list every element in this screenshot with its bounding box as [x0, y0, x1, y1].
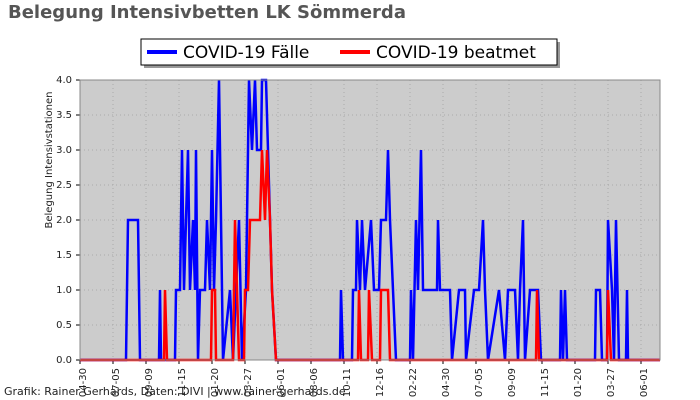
y-tick-label: 1.5: [56, 250, 72, 261]
y-tick-label: 3.5: [56, 110, 72, 121]
x-tick-label: 03-27: [606, 368, 617, 397]
x-tick-label: 04-30: [78, 368, 89, 397]
x-tick-label: 02-22: [408, 368, 419, 397]
legend-label: COVID-19 Fälle: [183, 43, 309, 63]
y-tick-label: 1.0: [56, 285, 72, 296]
x-tick-label: 01-20: [210, 368, 221, 397]
x-tick-label: 12-16: [375, 368, 386, 397]
x-tick-label: 08-06: [309, 368, 320, 397]
plot-frame: [79, 79, 661, 361]
x-tick-label: 06-01: [276, 368, 287, 397]
x-tick-label: 07-05: [111, 368, 122, 397]
x-tick-label: 04-30: [441, 368, 452, 397]
x-tick-label: 11-15: [177, 368, 188, 397]
y-tick-label: 0.5: [56, 320, 72, 331]
y-tick-label: 2.5: [56, 180, 72, 191]
x-tick-label: 09-09: [144, 368, 155, 397]
y-tick-label: 3.0: [56, 145, 72, 156]
credit: Grafik: Rainer Gerhards, Daten: DIVI | w…: [4, 385, 346, 398]
x-tick-label: 09-09: [507, 368, 518, 397]
y-axis-label: Belegung Intensivstationen: [44, 91, 55, 228]
chart-title: Belegung Intensivbetten LK Sömmerda: [8, 2, 406, 23]
legend-label: COVID-19 beatmet: [376, 43, 536, 63]
x-tick-label: 06-01: [639, 368, 650, 397]
legend: COVID-19 Fälle COVID-19 beatmet: [140, 38, 560, 68]
x-tick-label: 07-05: [474, 368, 485, 397]
x-tick-label: 11-15: [540, 368, 551, 397]
y-tick-label: 2.0: [56, 215, 72, 226]
x-tick-label: 10-11: [342, 368, 353, 397]
y-tick-label: 4.0: [56, 75, 72, 86]
x-tick-label: 03-27: [243, 368, 254, 397]
x-tick-label: 01-20: [573, 368, 584, 397]
y-tick-label: 0.0: [56, 355, 72, 366]
